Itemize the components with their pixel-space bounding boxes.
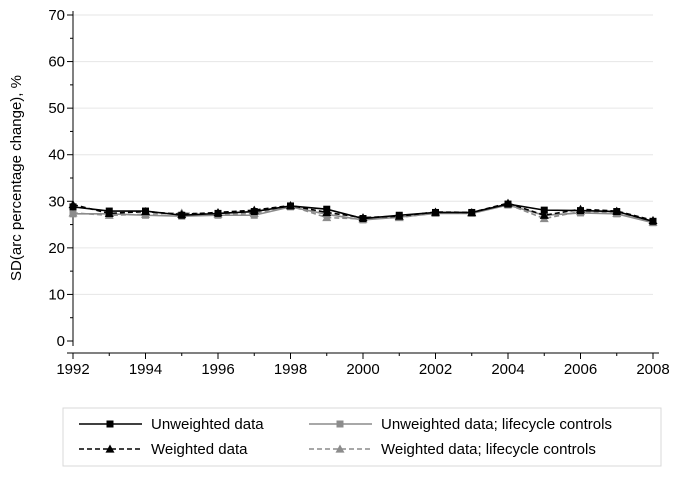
x-tick-label: 1992 — [56, 361, 89, 378]
x-tick-label: 1998 — [274, 361, 307, 378]
legend-label: Unweighted data; lifecycle controls — [381, 416, 612, 433]
y-tick-label: 70 — [48, 7, 65, 24]
x-tick-label: 1994 — [129, 361, 162, 378]
x-tick-label: 2002 — [419, 361, 452, 378]
legend-item: Unweighted data — [79, 416, 264, 433]
series-point — [358, 213, 368, 222]
legend-item: Unweighted data; lifecycle controls — [309, 416, 612, 433]
series-point — [322, 213, 332, 222]
series-point — [105, 444, 115, 453]
axes — [67, 11, 659, 354]
series-point — [431, 207, 440, 216]
y-axis-title: SD(arc percentage change), % — [8, 75, 25, 281]
gridlines — [73, 14, 653, 295]
series-point — [68, 208, 78, 217]
series-point — [503, 198, 513, 207]
legend-label: Weighted data — [151, 441, 248, 458]
series-point — [213, 207, 223, 217]
y-tick-label: 30 — [48, 193, 65, 210]
series-point — [648, 215, 658, 224]
y-tick-label: 50 — [48, 100, 65, 117]
legend-box — [62, 407, 662, 467]
y-tick-label: 40 — [48, 147, 65, 164]
series-point — [394, 211, 404, 220]
series-point — [467, 207, 477, 217]
y-axis-ticks: 0 10 20 30 40 50 60 70 — [48, 7, 73, 350]
legend: Unweighted data Unweighted data; lifecycl… — [62, 407, 662, 467]
series-point — [249, 205, 259, 214]
series-point — [104, 208, 114, 217]
y-tick-label: 0 — [57, 333, 65, 350]
x-axis-ticks: 1992 1994 1996 1998 2000 2002 2004 2006 2008 — [56, 353, 670, 378]
series-point — [335, 444, 345, 453]
series-point — [612, 206, 622, 215]
legend-item: Weighted data; lifecycle controls — [309, 441, 596, 458]
series-point — [322, 207, 332, 217]
series-layer — [68, 198, 658, 227]
series-point — [336, 420, 344, 428]
legend-label: Weighted data; lifecycle controls — [381, 441, 596, 458]
series-point — [576, 204, 585, 213]
series-point — [106, 420, 114, 428]
legend-label: Unweighted data — [151, 416, 264, 433]
series-point — [286, 200, 295, 210]
series-point — [540, 206, 548, 214]
x-tick-label: 1996 — [201, 361, 234, 378]
x-tick-label: 2006 — [564, 361, 597, 378]
y-tick-label: 60 — [48, 54, 65, 71]
series-point — [177, 209, 187, 218]
y-tick-label: 10 — [48, 286, 65, 303]
series-point — [68, 200, 78, 209]
x-tick-label: 2004 — [491, 361, 524, 378]
legend-item: Weighted data — [79, 441, 248, 458]
x-tick-label: 2008 — [636, 361, 669, 378]
y-tick-label: 20 — [48, 240, 65, 257]
series-2 — [68, 198, 658, 224]
x-tick-label: 2000 — [346, 361, 379, 378]
series-point — [141, 207, 150, 216]
series-point — [539, 210, 549, 219]
